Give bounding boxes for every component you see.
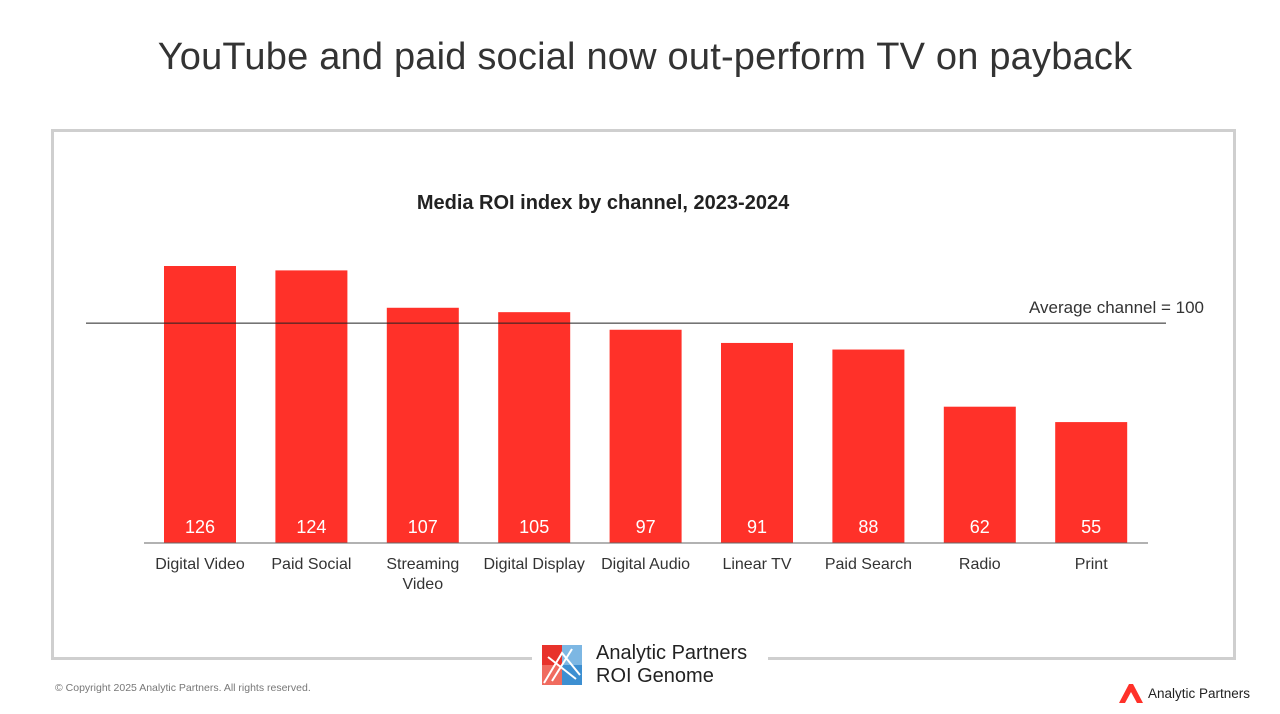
category-label: Digital Audio [601,556,690,573]
category-label: Digital Video [155,556,245,573]
category-label: Linear TV [722,556,791,573]
bar-6 [832,349,905,543]
bar-value-label: 88 [858,517,878,537]
slide-title: YouTube and paid social now out-perform … [157,36,1133,78]
category-label: Radio [959,556,1001,573]
bar-2 [386,307,459,543]
chart-title: Media ROI index by channel, 2023-2024 [417,192,790,214]
bar-7 [943,406,1016,543]
footer-brand: Analytic Partners [1118,682,1250,704]
category-label: Paid Search [825,556,912,573]
bar-value-label: 105 [519,517,549,537]
bar-value-label: 126 [185,517,215,537]
category-label: Paid Social [271,556,351,573]
brand-name: Analytic Partners [596,642,748,664]
copyright-text: © Copyright 2025 Analytic Partners. All … [55,682,311,694]
category-label: Digital Display [484,556,585,573]
bar-3 [498,312,571,543]
bar-value-label: 107 [408,517,438,537]
category-label: Streaming Video [386,556,459,593]
bar-4 [609,329,682,543]
brand-product: ROI Genome [596,665,714,687]
bar-value-label: 62 [970,517,990,537]
average-reference-label: Average channel = 100 [1029,298,1204,317]
bar-value-label: 97 [636,517,656,537]
category-label: Print [1075,556,1108,573]
bar-value-label: 55 [1081,517,1101,537]
bar-1 [275,270,348,543]
roi-genome-logo-icon [542,645,582,685]
analytic-partners-logo-icon [1119,684,1143,703]
bar-5 [721,342,793,543]
bar-value-label: 124 [296,517,326,537]
bar-0 [164,266,236,543]
bar-value-label: 91 [747,517,767,537]
bar-8 [1055,422,1128,543]
footer-brand-name: Analytic Partners [1148,685,1251,701]
roi-genome-brand: Analytic Partners ROI Genome [532,640,768,690]
